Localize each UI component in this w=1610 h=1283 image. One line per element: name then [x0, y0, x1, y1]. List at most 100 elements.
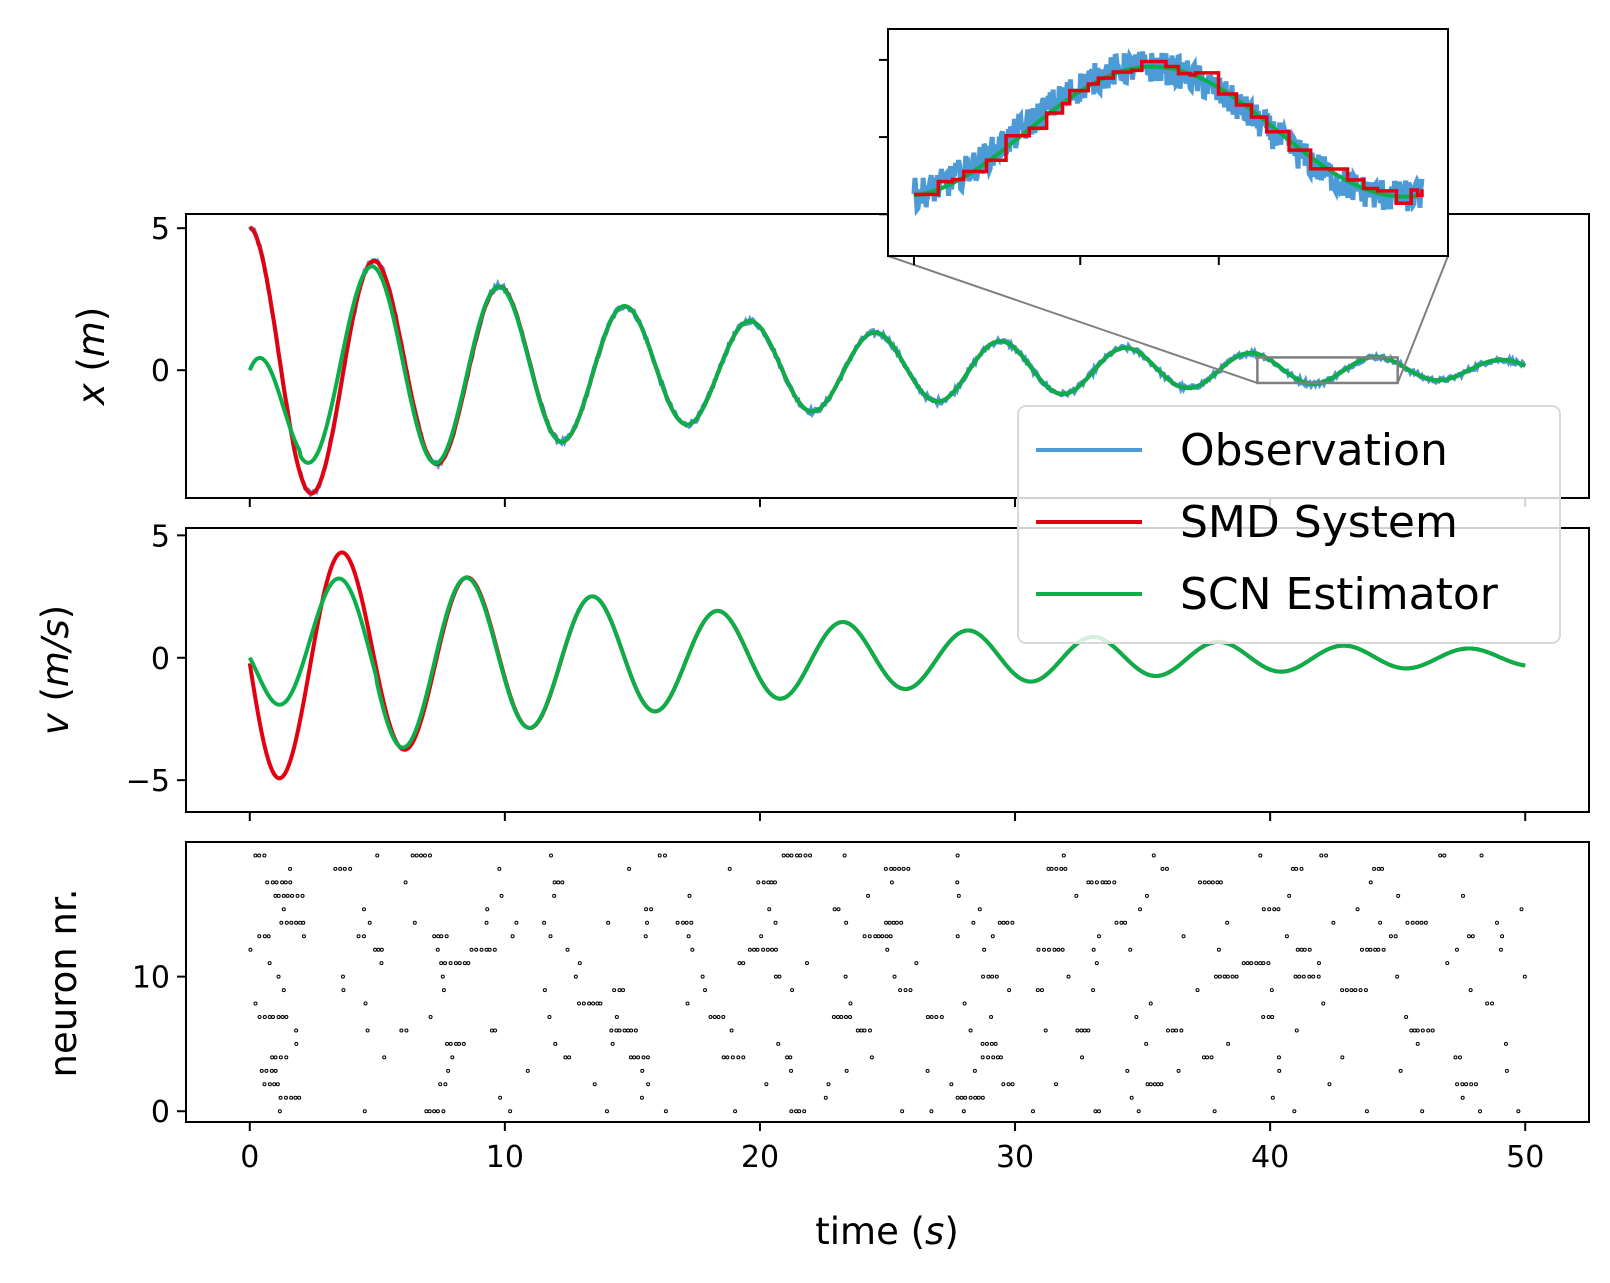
spike-dot [279, 920, 284, 925]
zoom-inset [879, 28, 1449, 265]
spike-dot [803, 853, 808, 858]
position-ylabel-var: x [70, 382, 113, 406]
spike-dot [892, 974, 897, 979]
position-ylabel-close: ) [70, 307, 113, 321]
spike-dot [989, 1015, 994, 1019]
spike-dot [410, 853, 415, 858]
spike-dot [939, 1015, 944, 1019]
spike-dot [274, 880, 279, 885]
spike-dot [1261, 907, 1266, 912]
spike-dot [823, 1095, 828, 1100]
spike-dot [1261, 961, 1266, 966]
spike-dot [289, 920, 294, 925]
spike-dot [567, 1055, 572, 1060]
spike-dot [862, 1028, 867, 1033]
spike-dot [1519, 907, 1524, 912]
spike-dot [1217, 974, 1222, 979]
spike-dot [1415, 1028, 1420, 1033]
x-tick-label: 20 [741, 1140, 779, 1175]
spike-dot [479, 947, 484, 952]
spike-dot [1344, 988, 1349, 993]
spike-dot [884, 934, 889, 939]
spike-dot [1119, 920, 1124, 925]
spike-dot [925, 1068, 930, 1073]
position-yticks: 05 [151, 212, 186, 389]
spike-dot [989, 1041, 994, 1046]
spike-dot [1359, 947, 1364, 952]
spike-dot [1035, 988, 1040, 993]
spike-dot [756, 880, 761, 885]
spike-dot [552, 880, 557, 885]
spike-dot [1201, 1055, 1206, 1060]
spike-dot [640, 1068, 645, 1073]
spike-dot [253, 853, 258, 858]
spike-dot [1284, 934, 1289, 939]
spike-dot [1123, 920, 1128, 925]
inset-observation-line [911, 48, 1425, 217]
spike-dot [440, 974, 445, 979]
spike-dot [1415, 1041, 1420, 1046]
spike-dot [441, 1109, 446, 1114]
spike-dot [1060, 947, 1065, 952]
spike-dot [606, 920, 611, 925]
spike-dot [1181, 934, 1186, 939]
spike-dot [1212, 1109, 1217, 1114]
spike-dot [842, 853, 847, 858]
spike-dot [444, 934, 449, 939]
spike-dot [968, 1095, 973, 1100]
spike-dot [297, 1095, 302, 1100]
spike-dot [441, 988, 446, 993]
spike-dot [1205, 1055, 1210, 1060]
spike-dot [1006, 1082, 1011, 1087]
spike-dot [1241, 961, 1246, 966]
spike-dot [257, 853, 262, 858]
spike-dot [1412, 1028, 1417, 1033]
spike-dot [436, 934, 441, 939]
spike-dot [643, 934, 648, 939]
spike-dot [805, 961, 809, 966]
spike-dot [761, 947, 766, 952]
spike-dot [281, 988, 286, 993]
spike-dot [290, 893, 295, 898]
spike-dot [373, 947, 378, 952]
spike-dot [986, 1055, 991, 1060]
spike-dot [1302, 947, 1307, 952]
velocity-yticks: −5 0 5 [126, 519, 186, 799]
spike-dot [1272, 907, 1277, 912]
spike-dot [1091, 947, 1096, 952]
spike-dot [1340, 988, 1345, 993]
x-tick-label: 10 [486, 1140, 524, 1175]
spike-yticks: 0 10 [132, 961, 186, 1130]
spike-dot [794, 1109, 799, 1114]
spike-dot [1225, 974, 1230, 979]
spike-dot [525, 1068, 530, 1073]
spike-dot [1125, 1068, 1130, 1073]
y-tick-label: 0 [151, 354, 170, 389]
spike-dot [1461, 893, 1465, 898]
legend-label-observation: Observation [1180, 425, 1448, 476]
spike-dot [1249, 961, 1254, 966]
spike-dot [267, 1015, 272, 1019]
spike-dot [730, 1055, 735, 1060]
spike-dot [298, 920, 303, 925]
spike-dot [1258, 961, 1263, 966]
spike-dot [454, 1041, 459, 1046]
spike-dot [897, 866, 902, 871]
spike-dot [885, 947, 890, 952]
spike-dot [876, 934, 881, 939]
spike-dot [808, 853, 813, 858]
spike-dot [367, 920, 372, 925]
spike-dot [798, 853, 803, 858]
velocity-series [247, 550, 1526, 781]
spike-dot [1376, 947, 1381, 952]
spike-dot [773, 947, 778, 952]
spike-dot [790, 988, 795, 993]
spike-dot [675, 920, 680, 925]
x-tick-label: 40 [1251, 1140, 1289, 1175]
spike-dot [1128, 947, 1133, 952]
spike-dot [432, 1109, 437, 1114]
spike-dot [399, 1028, 404, 1033]
spike-dot [766, 880, 771, 885]
spike-dot [1216, 947, 1221, 952]
spike-dot [508, 1109, 513, 1114]
